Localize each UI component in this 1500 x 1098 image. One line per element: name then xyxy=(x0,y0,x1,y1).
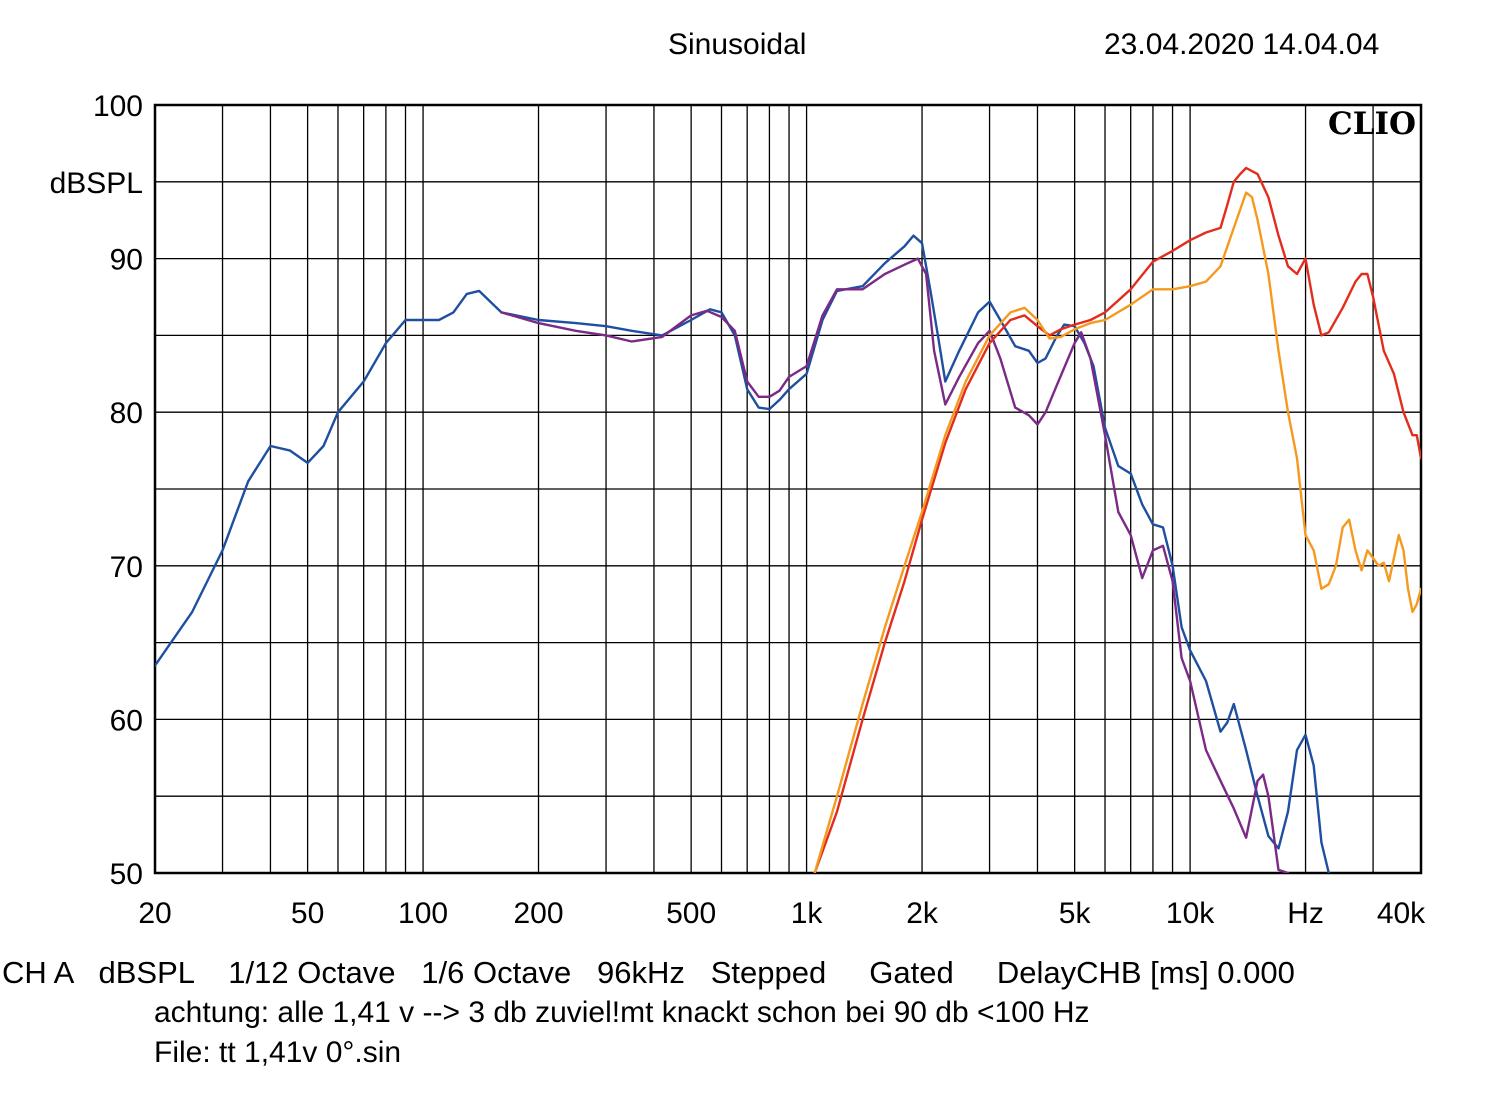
x-tick-label: 40k xyxy=(1377,897,1426,930)
footer-file-line: File: tt 1,41v 0°.sin xyxy=(154,1036,402,1069)
series-group xyxy=(155,166,1421,873)
clio-logo: CLIO xyxy=(1328,106,1416,142)
x-tick-label: 200 xyxy=(513,897,563,930)
chart-grid xyxy=(155,105,1421,873)
footer-settings-line: CH A dBSPL 1/12 Octave 1/6 Octave 96kHz … xyxy=(2,955,1295,990)
y-tick-label: 50 xyxy=(110,858,143,891)
series-line-4 xyxy=(813,191,1421,873)
footer-note-line: achtung: alle 1,41 v --> 3 db zuviel!mt … xyxy=(154,996,1090,1029)
x-tick-label: 100 xyxy=(398,897,448,930)
y-tick-label: 90 xyxy=(110,244,143,277)
series-line-2 xyxy=(500,257,1290,873)
x-tick-label: Hz xyxy=(1287,897,1324,930)
y-tick-label: 80 xyxy=(110,397,143,430)
plot-frame xyxy=(153,103,1423,875)
x-tick-label: 20 xyxy=(138,897,171,930)
series-line-1 xyxy=(155,234,1330,873)
x-tick-label: 500 xyxy=(666,897,716,930)
y-axis-label: dBSPL xyxy=(50,167,143,200)
x-tick-label: 2k xyxy=(906,897,939,930)
y-tick-label: 60 xyxy=(110,704,143,737)
series-line-3 xyxy=(813,166,1421,873)
measurement-mode-label: Sinusoidal xyxy=(668,28,807,61)
measurement-datetime: 23.04.2020 14.04.04 xyxy=(1104,28,1380,61)
x-tick-label: 5k xyxy=(1059,897,1092,930)
y-tick-label: 70 xyxy=(110,551,143,584)
x-axis-ticks: 20 50 100 200 500 1k 2k 5k 10k Hz 40k xyxy=(138,897,1426,930)
x-tick-label: 1k xyxy=(791,897,824,930)
x-tick-label: 10k xyxy=(1166,897,1215,930)
y-axis-ticks: 100 90 80 70 60 50 xyxy=(93,90,143,891)
y-tick-label: 100 xyxy=(93,90,143,123)
x-tick-label: 50 xyxy=(291,897,324,930)
